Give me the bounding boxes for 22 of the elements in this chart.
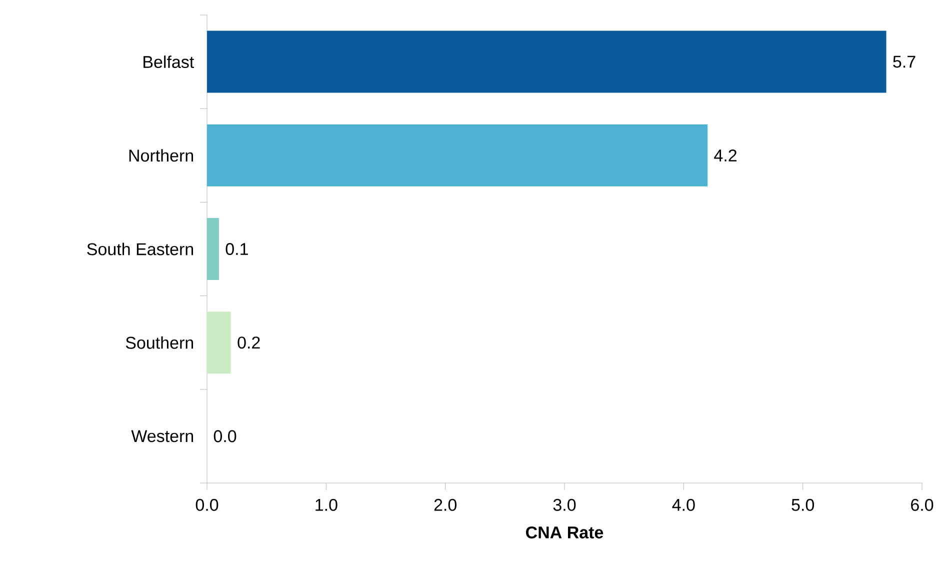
data-label: 5.7 [893, 56, 916, 68]
x-tick-label: 6.0 [911, 498, 934, 511]
y-tick-label: Southern [126, 336, 194, 349]
data-label: 0.1 [226, 242, 248, 256]
bar [207, 218, 219, 280]
x-tick-label: 0.0 [196, 498, 218, 511]
x-tick-label: 5.0 [792, 498, 814, 511]
bar [207, 124, 708, 186]
y-tick-label: Belfast [144, 56, 194, 68]
x-tick-label: 4.0 [672, 498, 695, 511]
data-label: 0.2 [238, 336, 260, 349]
data-label: 4.2 [714, 149, 736, 162]
x-tick-label: 3.0 [553, 498, 576, 511]
x-tick-label: 2.0 [434, 498, 456, 511]
x-tick-label: 1.0 [316, 498, 338, 511]
y-tick-label: Western [131, 430, 194, 442]
y-tick-label: Northern [129, 149, 194, 162]
data-label: 0.0 [214, 430, 236, 442]
bar [207, 30, 886, 93]
x-axis-title: CNA Rate [526, 526, 604, 538]
y-tick-label: South Eastern [87, 242, 193, 256]
bar [207, 312, 231, 374]
